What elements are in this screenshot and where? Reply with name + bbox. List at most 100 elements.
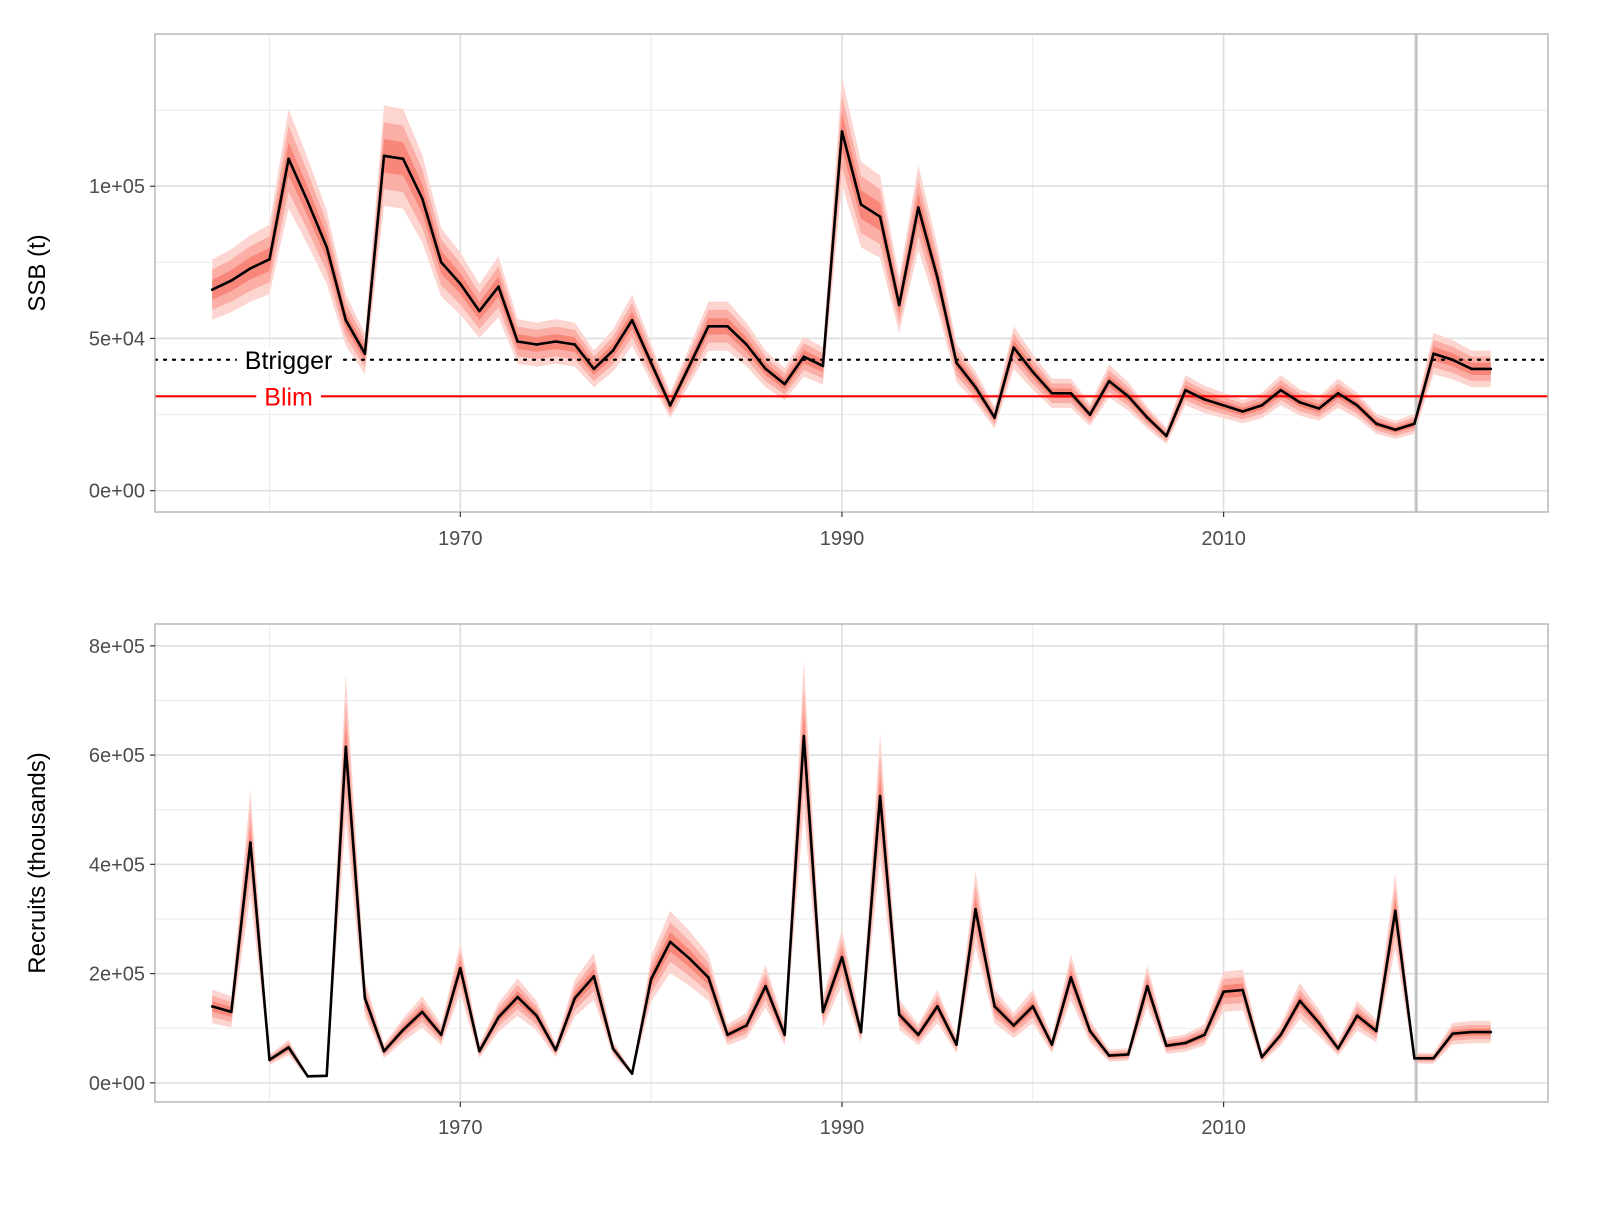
data-point (249, 841, 252, 844)
data-point (573, 343, 577, 346)
plot-area: Btrigger Blim (155, 34, 1548, 512)
data-point (287, 1046, 290, 1049)
data-point (401, 1028, 405, 1032)
data-point (497, 285, 500, 289)
data-point (688, 364, 691, 368)
data-point (936, 1005, 939, 1008)
x-tick-label: 2010 (1201, 528, 1246, 550)
plot-area (210, 624, 1493, 1102)
data-point (1012, 346, 1015, 349)
panel-border (154, 623, 1549, 1103)
data-point (1451, 358, 1454, 362)
panel-border (154, 33, 1549, 513)
data-point (535, 343, 538, 346)
btrigger-label: Btrigger (245, 347, 333, 375)
data-point (459, 966, 462, 970)
data-point (821, 1010, 825, 1014)
data-point (993, 416, 996, 419)
data-point (1394, 428, 1397, 432)
data-point (554, 1048, 557, 1052)
data-point (783, 382, 786, 386)
panel-background (155, 624, 1548, 1102)
data-point (420, 197, 424, 200)
data-point (1489, 1030, 1493, 1034)
data-point (478, 309, 481, 313)
data-point (535, 1014, 538, 1017)
data-point (1184, 1041, 1187, 1045)
data-point (459, 282, 462, 286)
series-line (211, 734, 1491, 1078)
data-point (611, 1047, 615, 1050)
data-point (1260, 1055, 1264, 1059)
data-point (993, 1005, 996, 1008)
data-point (592, 367, 596, 371)
data-point (1413, 1057, 1416, 1060)
data-point (802, 734, 806, 738)
data-point (897, 303, 901, 307)
recruitment-panel: 1970 1990 2010 0e+00 2e+05 4e+05 6e+05 8e+05 Rec… (24, 623, 1549, 1139)
btrigger-label-background (236, 346, 341, 373)
data-point (649, 361, 653, 365)
x-tick-label: 1990 (820, 528, 865, 550)
data-point (1451, 1032, 1454, 1035)
data-point (917, 206, 920, 209)
y-tick-label: 4e+05 (89, 854, 145, 876)
data-point (478, 1049, 481, 1053)
data-point (230, 279, 233, 282)
data-point (764, 367, 767, 371)
data-point (382, 1049, 386, 1053)
data-point (1222, 990, 1225, 993)
data-point (688, 957, 691, 960)
data-point (1279, 1033, 1283, 1037)
blim-label-background (256, 383, 321, 410)
y-axis-title: Recruits (thousands) (24, 752, 51, 973)
data-point (1279, 388, 1283, 392)
data-point (668, 404, 672, 407)
data-point (230, 1010, 233, 1014)
y-tick-label: 5e+04 (89, 328, 145, 350)
data-point (573, 996, 577, 1000)
data-point (726, 325, 729, 328)
y-tick-label: 6e+05 (89, 745, 145, 767)
data-point (611, 349, 615, 352)
data-point (1375, 422, 1378, 426)
data-point (1317, 407, 1321, 410)
data-point (344, 318, 348, 322)
data-point (1146, 984, 1149, 988)
x-tick-label: 1990 (820, 1117, 865, 1139)
data-point (668, 940, 672, 944)
data-point (1126, 1053, 1130, 1056)
x-tick-label: 1970 (438, 1117, 483, 1139)
data-point (554, 340, 557, 343)
data-point (1165, 1044, 1168, 1047)
data-point (1317, 1021, 1321, 1025)
data-point (268, 258, 271, 261)
data-point (1394, 909, 1397, 913)
data-point (1107, 1054, 1111, 1057)
data-point (1203, 398, 1206, 401)
uncertainty-band (212, 95, 1491, 442)
data-point (1126, 395, 1130, 398)
data-point (1146, 416, 1149, 419)
data-point (1355, 1014, 1359, 1017)
data-point (268, 1058, 271, 1062)
data-point (859, 1030, 863, 1034)
data-point (1069, 976, 1073, 979)
data-point (325, 245, 329, 249)
y-tick-label: 0e+00 (89, 481, 145, 503)
data-point (649, 977, 653, 981)
data-point (306, 200, 310, 203)
data-point (1355, 404, 1359, 407)
data-point (974, 907, 977, 911)
data-point (401, 157, 405, 161)
data-point (955, 1043, 958, 1046)
data-point (1432, 1057, 1435, 1060)
data-point (287, 157, 290, 161)
data-point (783, 1033, 786, 1037)
data-point (382, 154, 386, 158)
data-point (897, 1013, 901, 1016)
data-point (936, 276, 939, 279)
data-point (745, 343, 748, 346)
data-point (439, 261, 443, 264)
